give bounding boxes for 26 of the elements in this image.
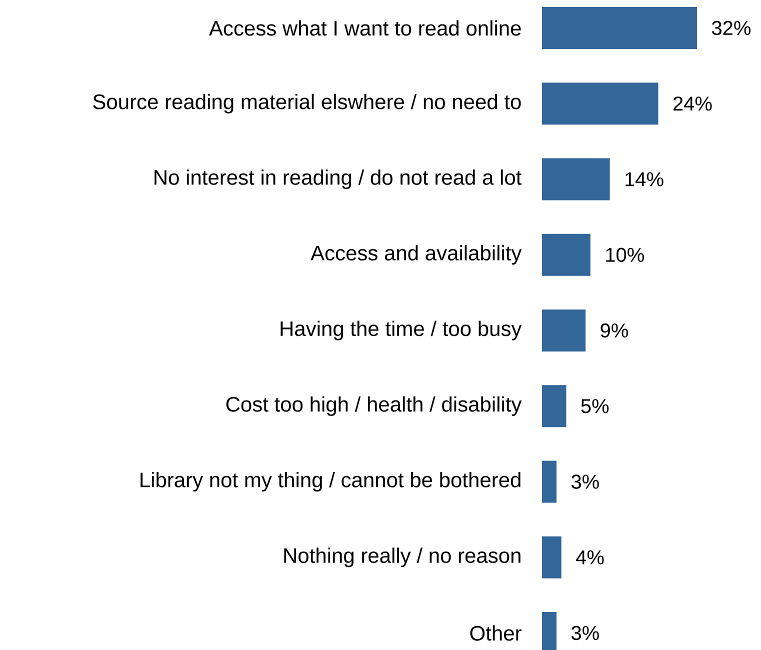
bar bbox=[542, 309, 586, 352]
data-label: 5% bbox=[581, 399, 609, 414]
y-tick-label: No interest in reading / do not read a lot bbox=[154, 169, 522, 190]
y-tick-label: Other bbox=[470, 625, 522, 641]
y-tick-label: Access what I want to read online bbox=[209, 20, 521, 36]
y-tick-label: Nothing really / no reason bbox=[284, 548, 520, 568]
data-label: 14% bbox=[626, 172, 664, 186]
data-label: 10% bbox=[606, 248, 644, 262]
data-label: 24% bbox=[673, 96, 712, 111]
bar bbox=[542, 460, 557, 503]
y-tick-label: Access and availability bbox=[310, 245, 522, 265]
bar bbox=[542, 6, 697, 49]
data-label: 32% bbox=[712, 20, 751, 36]
bar bbox=[542, 158, 610, 200]
y-tick-label: Cost too high / health / disability bbox=[226, 396, 522, 416]
data-label: 3% bbox=[571, 626, 599, 640]
y-tick-label: Source reading material elswhere / no need to bbox=[93, 94, 521, 114]
y-tick-label: Library not my thing / cannot be bothered bbox=[140, 472, 520, 492]
bar bbox=[542, 82, 658, 125]
y-tick-label: Having the time / too busy bbox=[280, 320, 522, 340]
bar bbox=[542, 385, 566, 428]
data-label: 9% bbox=[600, 323, 628, 338]
bar bbox=[542, 234, 590, 276]
bar bbox=[542, 536, 562, 578]
data-label: 3% bbox=[571, 474, 599, 489]
data-label: 4% bbox=[576, 550, 604, 564]
